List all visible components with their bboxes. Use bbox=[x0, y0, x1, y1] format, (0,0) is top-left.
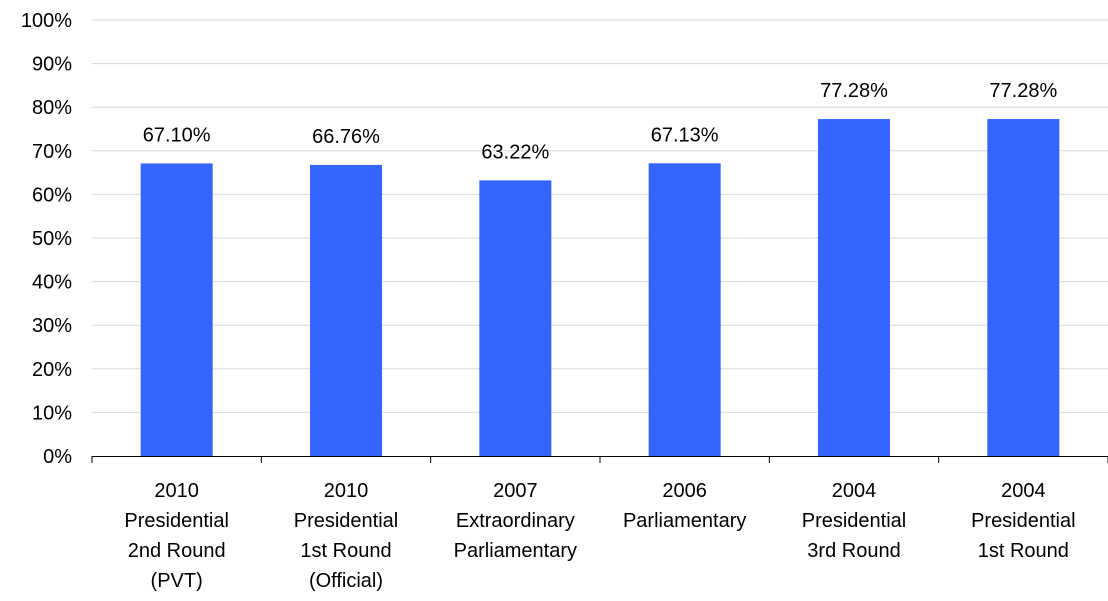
data-label: 63.22% bbox=[481, 141, 549, 163]
category-label: 2010 Presidential 2nd Round (PVT) bbox=[124, 480, 229, 592]
bar bbox=[140, 163, 213, 456]
category-label-line: 2004 bbox=[832, 480, 877, 502]
data-label: 77.28% bbox=[989, 80, 1057, 102]
category-label-line: 2010 bbox=[324, 480, 369, 502]
y-tick-label: 40% bbox=[32, 272, 72, 294]
category-label-line: Parliamentary bbox=[454, 540, 577, 562]
bar bbox=[479, 180, 552, 457]
category-label-line: Extraordinary bbox=[456, 510, 575, 532]
category-label-line: Presidential bbox=[294, 510, 399, 532]
y-tick-label: 30% bbox=[32, 315, 72, 337]
y-tick-label: 10% bbox=[32, 402, 72, 424]
category-label: 2004 Presidential 1st Round bbox=[971, 480, 1076, 562]
y-tick-label: 80% bbox=[32, 97, 72, 119]
category-label-line: (Official) bbox=[309, 570, 383, 592]
data-labels: 67.10% 66.76% 63.22% 67.13% 77.28% 77.28% bbox=[143, 80, 1058, 163]
category-label-line: Presidential bbox=[124, 510, 229, 532]
category-label-line: 3rd Round bbox=[807, 540, 900, 562]
bar bbox=[648, 163, 721, 456]
category-label-line: 1st Round bbox=[978, 540, 1069, 562]
bars bbox=[140, 119, 1060, 457]
y-tick-label: 50% bbox=[32, 228, 72, 250]
category-labels: 2010 Presidential 2nd Round (PVT) 2010 Presid… bbox=[124, 480, 1075, 592]
y-tick-label: 0% bbox=[43, 446, 72, 468]
category-label: 2007 Extraordinary Parliamentary bbox=[454, 480, 577, 562]
x-axis bbox=[91, 456, 1108, 463]
data-label: 67.13% bbox=[651, 124, 719, 146]
category-label-line: Parliamentary bbox=[623, 510, 746, 532]
category-label-line: 2nd Round bbox=[128, 540, 226, 562]
bar bbox=[310, 164, 382, 457]
data-label: 66.76% bbox=[312, 126, 380, 148]
y-tick-label: 90% bbox=[32, 54, 72, 76]
y-tick-label: 20% bbox=[32, 359, 72, 381]
gridlines bbox=[92, 19, 1108, 413]
category-label-line: (PVT) bbox=[151, 570, 203, 592]
category-label-line: 2010 bbox=[154, 480, 199, 502]
category-label: 2010 Presidential 1st Round (Official) bbox=[294, 480, 399, 592]
y-axis-ticks: 0% 10% 20% 30% 40% 50% 60% 70% 80% 90% 100% bbox=[21, 10, 72, 468]
category-label-line: 1st Round bbox=[300, 540, 391, 562]
data-label: 67.10% bbox=[143, 124, 211, 146]
bar bbox=[987, 119, 1060, 456]
category-label-line: Presidential bbox=[971, 510, 1076, 532]
category-label: 2004 Presidential 3rd Round bbox=[802, 480, 907, 562]
category-label-line: 2004 bbox=[1001, 480, 1046, 502]
category-label-line: Presidential bbox=[802, 510, 907, 532]
y-tick-label: 70% bbox=[32, 141, 72, 163]
y-tick-label: 60% bbox=[32, 184, 72, 206]
data-label: 77.28% bbox=[820, 80, 888, 102]
bar bbox=[818, 119, 890, 456]
category-label-line: 2006 bbox=[662, 480, 707, 502]
y-tick-label: 100% bbox=[21, 10, 72, 32]
category-label-line: 2007 bbox=[493, 480, 538, 502]
category-label: 2006 Parliamentary bbox=[623, 480, 746, 532]
